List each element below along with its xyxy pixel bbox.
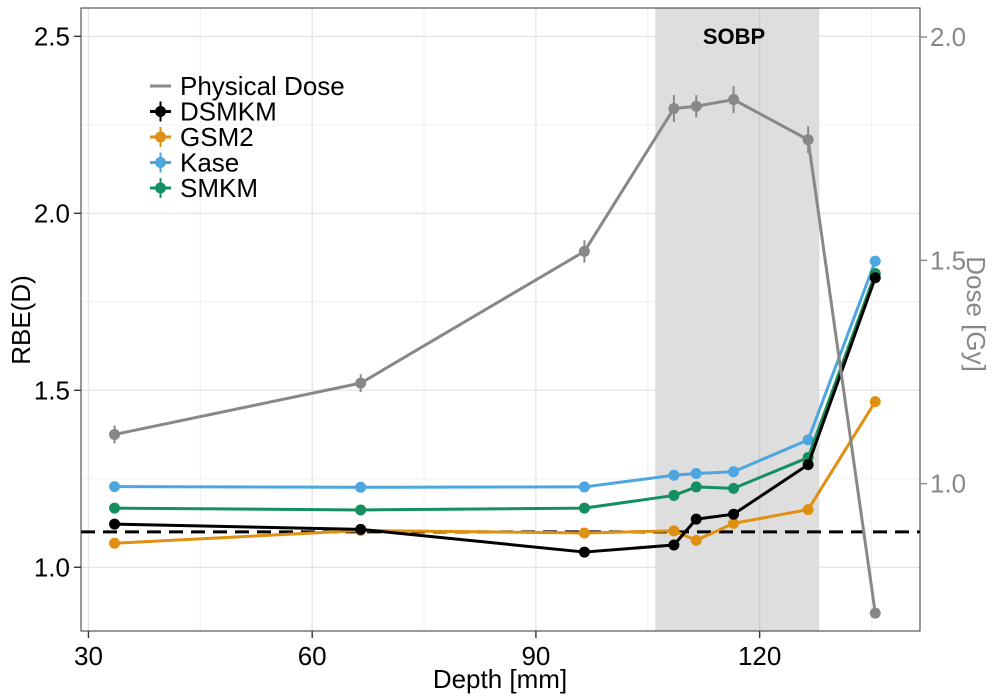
series-line-dsmkm bbox=[114, 277, 877, 554]
legend-entry-gsm2: GSM2 bbox=[150, 122, 254, 152]
legend-entry-physical-dose: Physical Dose bbox=[150, 71, 345, 101]
data-point-smkm bbox=[690, 481, 702, 493]
data-point-kase bbox=[355, 481, 367, 493]
data-point-smkm bbox=[578, 502, 590, 514]
data-point-gsm2 bbox=[109, 537, 121, 549]
y-tick-label: 1.5 bbox=[34, 375, 70, 405]
data-point-kase bbox=[578, 481, 590, 493]
y-tick-label: 1.0 bbox=[34, 552, 70, 582]
data-point-dsmkm bbox=[109, 518, 121, 530]
series-line-physical-dose bbox=[114, 98, 877, 614]
y-tick-label: 2.0 bbox=[34, 198, 70, 228]
data-point-gsm2 bbox=[668, 525, 680, 537]
data-point-physical-dose bbox=[802, 134, 814, 146]
data-point-physical-dose bbox=[578, 245, 590, 257]
series-physical-dose bbox=[109, 86, 881, 619]
legend-key-point bbox=[155, 131, 166, 143]
data-point-dsmkm bbox=[355, 523, 367, 535]
data-point-smkm bbox=[668, 489, 680, 501]
y2-tick-label: 2.0 bbox=[930, 22, 966, 52]
legend-key-point bbox=[155, 106, 166, 117]
series-line-gsm2 bbox=[114, 400, 877, 545]
data-point-dsmkm bbox=[578, 546, 590, 558]
series-group bbox=[109, 86, 881, 619]
series-gsm2 bbox=[109, 396, 881, 549]
legend-label: Physical Dose bbox=[180, 71, 345, 101]
y-axis-title: RBE(D) bbox=[6, 275, 36, 365]
legend-key-point bbox=[155, 157, 166, 168]
data-point-physical-dose bbox=[109, 428, 121, 440]
data-point-gsm2 bbox=[869, 396, 881, 408]
x-tick-label: 120 bbox=[738, 641, 781, 671]
data-point-gsm2 bbox=[728, 517, 740, 529]
x-tick-label: 90 bbox=[521, 641, 550, 671]
x-tick-label: 60 bbox=[298, 641, 327, 671]
sobp-label: SOBP bbox=[703, 24, 765, 49]
legend-key-point bbox=[155, 182, 166, 194]
data-point-dsmkm bbox=[869, 272, 881, 284]
data-point-dsmkm bbox=[668, 539, 680, 551]
data-point-smkm bbox=[355, 504, 367, 516]
data-point-kase bbox=[109, 481, 121, 493]
data-point-dsmkm bbox=[690, 513, 702, 525]
data-point-kase bbox=[690, 467, 702, 479]
data-point-physical-dose bbox=[690, 100, 702, 112]
data-point-physical-dose bbox=[869, 607, 881, 619]
data-point-kase bbox=[802, 434, 814, 446]
data-point-kase bbox=[869, 255, 881, 267]
legend-label: Kase bbox=[180, 148, 239, 178]
data-point-dsmkm bbox=[802, 459, 814, 471]
axes: 30 60 90 120 1.0 1.5 2.0 2.5 1.0 1.5 2.0 bbox=[34, 21, 966, 671]
legend-entry-dsmkm: DSMKM bbox=[150, 97, 277, 127]
legend-entry-kase: Kase bbox=[150, 148, 239, 178]
series-dsmkm bbox=[109, 272, 881, 558]
y2-tick-label: 1.5 bbox=[930, 245, 966, 275]
series-line-smkm bbox=[114, 272, 877, 512]
data-point-gsm2 bbox=[802, 504, 814, 516]
series-line-kase bbox=[114, 260, 877, 489]
data-point-dsmkm bbox=[728, 508, 740, 520]
data-point-smkm bbox=[728, 482, 740, 494]
legend-label: DSMKM bbox=[180, 97, 277, 127]
data-point-smkm bbox=[109, 502, 121, 514]
data-point-physical-dose bbox=[355, 377, 367, 389]
data-point-physical-dose bbox=[728, 94, 740, 106]
data-point-gsm2 bbox=[690, 534, 702, 546]
x-axis-title: Depth [mm] bbox=[433, 664, 567, 694]
plot-border bbox=[80, 7, 921, 632]
y-tick-label: 2.5 bbox=[34, 21, 70, 51]
y2-axis-title: Dose [Gy] bbox=[961, 256, 991, 372]
legend-label: GSM2 bbox=[180, 122, 254, 152]
x-tick-label: 30 bbox=[74, 641, 103, 671]
legend-entry-smkm: SMKM bbox=[150, 173, 258, 203]
legend-label: SMKM bbox=[180, 173, 258, 203]
data-point-kase bbox=[668, 469, 680, 481]
data-point-kase bbox=[728, 466, 740, 478]
y2-tick-label: 1.0 bbox=[930, 469, 966, 499]
data-point-gsm2 bbox=[578, 527, 590, 539]
data-point-physical-dose bbox=[668, 102, 680, 114]
series-kase bbox=[109, 255, 881, 493]
